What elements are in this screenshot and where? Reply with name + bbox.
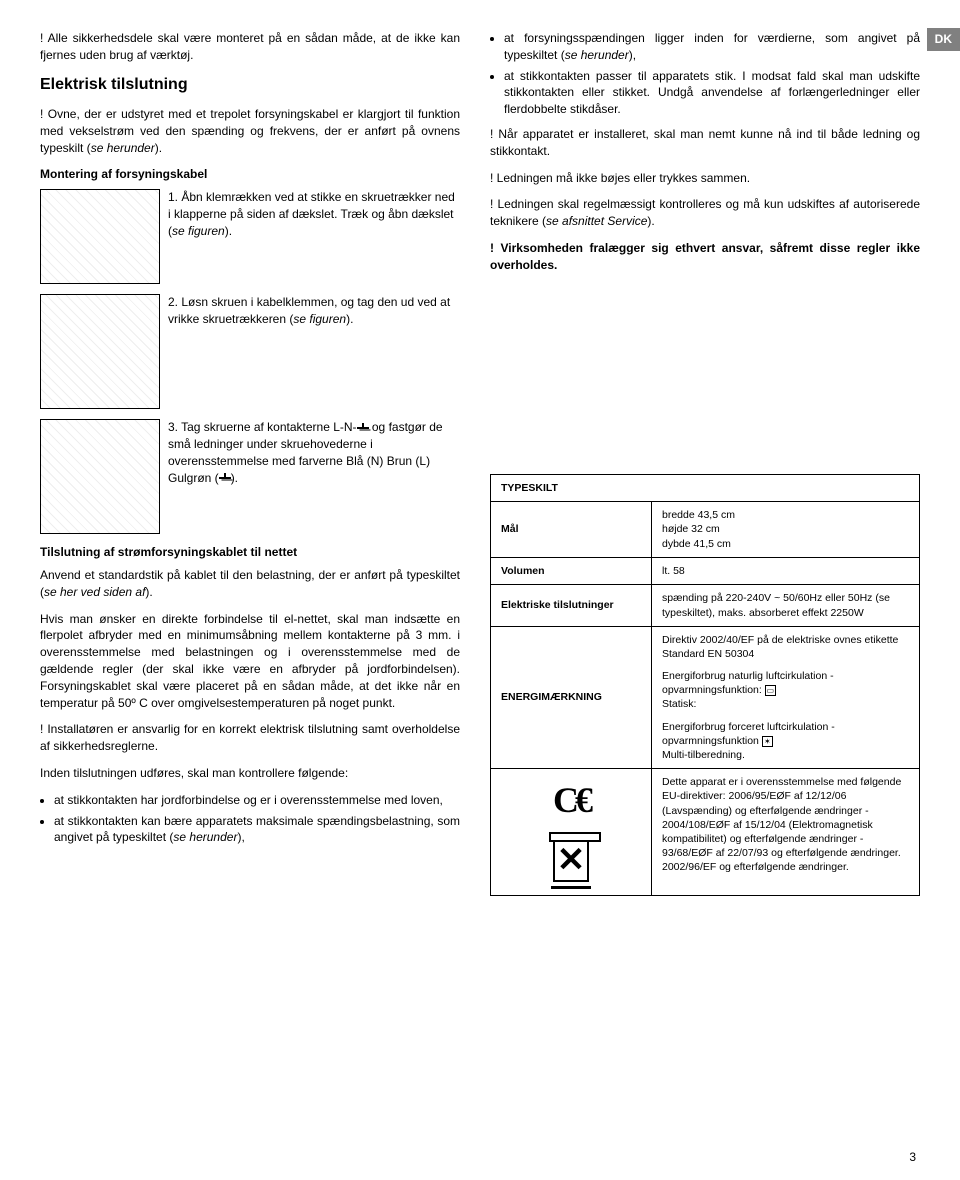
bul2em: se herunder [173, 830, 237, 844]
check-item-1: at stikkontakten har jordforbindelse og … [54, 792, 460, 809]
ce-mark-icon: C€ [553, 775, 589, 825]
warning-2b: ). [155, 141, 162, 155]
right-warn-2: ! Ledningen må ikke bøjes eller trykkes … [490, 170, 920, 187]
step-1-text: 1. Åbn klemrækken ved at stikke en skrue… [168, 189, 460, 284]
net1b: ). [145, 585, 152, 599]
table-row: Volumen lt. 58 [491, 558, 919, 586]
energi-e: Multi-tilberedning. [662, 748, 909, 762]
w3em: se afsnittet Service [546, 214, 647, 228]
row-val-energi: Direktiv 2002/40/EF på de elektriske ovn… [651, 627, 919, 768]
step-2: 2. Løsn skruen i kabelklemmen, og tag de… [40, 294, 460, 409]
step-1: 1. Åbn klemrækken ved at stikke en skrue… [40, 189, 460, 284]
net-para-4: Inden tilslutningen udføres, skal man ko… [40, 765, 460, 782]
row-val-volumen: lt. 58 [651, 558, 919, 585]
step1em: se figuren [172, 224, 225, 238]
net-para-2: Hvis man ønsker en direkte forbindelse t… [40, 611, 460, 712]
language-tab: DK [927, 28, 960, 51]
check-list-cont: at forsyningsspændingen ligger inden for… [490, 30, 920, 118]
table-row: Mål bredde 43,5 cm højde 32 cm dybde 41,… [491, 502, 919, 558]
check-item-3: at forsyningsspændingen ligger inden for… [504, 30, 920, 64]
ground-icon [357, 423, 369, 433]
step-2-text: 2. Løsn skruen i kabelklemmen, og tag de… [168, 294, 460, 409]
row-label-volumen: Volumen [491, 558, 651, 585]
step-3: 3. Tag skruerne af kontakterne L-N- og f… [40, 419, 460, 534]
row-label-maal: Mål [491, 502, 651, 557]
energi-d: Energiforbrug forceret luftcirkulation -… [662, 720, 909, 748]
mode-box-icon: ✶ [762, 736, 773, 747]
left-column: ! Alle sikkerhedsdele skal være monteret… [40, 30, 460, 896]
bul2b: ), [237, 830, 244, 844]
row-label-energi: ENERGIMÆRKNING [491, 627, 651, 768]
right-column: at forsyningsspændingen ligger inden for… [490, 30, 920, 896]
bul3b: ), [629, 48, 636, 62]
right-warn-1: ! Når apparatet er installeret, skal man… [490, 126, 920, 160]
heading-electrical: Elektrisk tilslutning [40, 74, 460, 96]
table-row: ENERGIMÆRKNING Direktiv 2002/40/EF på de… [491, 627, 919, 769]
mode-box-icon: ▭ [765, 685, 776, 696]
ground-icon [219, 473, 231, 483]
step1b: ). [225, 224, 232, 238]
subheading-net: Tilslutning af strømforsyningskablet til… [40, 544, 460, 561]
bul3em: se herunder [565, 48, 629, 62]
row-val-directives: Dette apparat er i overensstemmelse med … [651, 769, 919, 894]
bul2a: at stikkontakten kan bære apparatets mak… [54, 814, 460, 845]
typeskilt-table: TYPESKILT Mål bredde 43,5 cm højde 32 cm… [490, 474, 920, 896]
row-val-maal: bredde 43,5 cm højde 32 cm dybde 41,5 cm [651, 502, 919, 557]
energi-a: Direktiv 2002/40/EF på de elektriske ovn… [662, 633, 909, 661]
right-warn-3: ! Ledningen skal regelmæssigt kontroller… [490, 196, 920, 230]
check-item-2: at stikkontakten kan bære apparatets mak… [54, 813, 460, 847]
step-3-text: 3. Tag skruerne af kontakterne L-N- og f… [168, 419, 460, 534]
warning-2em: se herunder [91, 141, 155, 155]
energi-d-text: Energiforbrug forceret luftcirkulation -… [662, 721, 835, 747]
w3b: ). [647, 214, 654, 228]
table-title: TYPESKILT [491, 475, 919, 503]
energi-c: Statisk: [662, 697, 909, 711]
energi-b-text: Energiforbrug naturlig luftcirkulation -… [662, 670, 834, 696]
figure-1 [40, 189, 160, 284]
compliance-icons: C€ [491, 769, 651, 894]
right-warn-4: ! Virksomheden fralægger sig ethvert ans… [490, 240, 920, 274]
check-list: at stikkontakten har jordforbindelse og … [40, 792, 460, 846]
net1em: se her ved siden af [44, 585, 145, 599]
step2b: ). [346, 312, 353, 326]
table-row: Elektriske tilslutninger spænding på 220… [491, 585, 919, 626]
table-row: C€ Dette apparat er i overensstemmelse m… [491, 769, 919, 894]
step3a: 3. Tag skruerne af kontakterne L-N- [168, 420, 357, 434]
row-label-elektriske: Elektriske tilslutninger [491, 585, 651, 625]
subheading-mounting: Montering af forsyningskabel [40, 166, 460, 183]
weee-icon [551, 838, 591, 889]
net-para-1: Anvend et standardstik på kablet til den… [40, 567, 460, 601]
figure-3 [40, 419, 160, 534]
energi-b: Energiforbrug naturlig luftcirkulation -… [662, 669, 909, 697]
net-para-3: ! Installatøren er ansvarlig for en korr… [40, 721, 460, 755]
warning-2: ! Ovne, der er udstyret med et trepolet … [40, 106, 460, 156]
step3c: ). [231, 471, 238, 485]
row-val-elektriske: spænding på 220-240V ~ 50/60Hz eller 50H… [651, 585, 919, 625]
check-item-4: at stikkontakten passer til apparatets s… [504, 68, 920, 118]
warning-1: ! Alle sikkerhedsdele skal være monteret… [40, 30, 460, 64]
main-columns: ! Alle sikkerhedsdele skal være monteret… [40, 30, 920, 896]
step2em: se figuren [293, 312, 346, 326]
figure-2 [40, 294, 160, 409]
page-number: 3 [909, 1149, 916, 1166]
